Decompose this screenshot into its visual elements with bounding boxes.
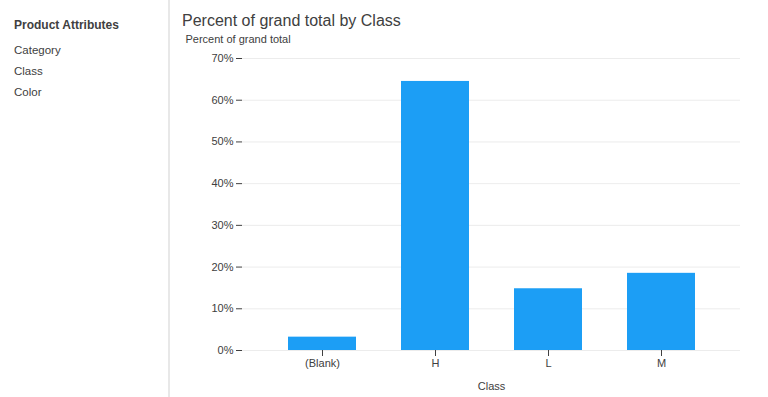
svg-text:40%: 40% <box>211 177 233 189</box>
svg-text:Class: Class <box>478 380 506 392</box>
svg-text:H: H <box>432 357 440 369</box>
svg-text:50%: 50% <box>211 135 233 147</box>
svg-text:M: M <box>657 357 666 369</box>
html-text:Class: Class <box>14 65 43 77</box>
html-text:Product Attributes: Product Attributes <box>14 18 119 32</box>
svg-text:10%: 10% <box>211 302 233 314</box>
html-text:Color: Color <box>14 86 42 98</box>
svg-text:Percent of grand total: Percent of grand total <box>186 33 291 45</box>
svg-text:60%: 60% <box>211 94 233 106</box>
html-text:Percent of grand total by Clas: Percent of grand total by Class <box>182 12 401 29</box>
svg-text:L: L <box>545 357 551 369</box>
html-text:Category: Category <box>14 44 61 56</box>
svg-text:0%: 0% <box>218 344 234 356</box>
svg-text:30%: 30% <box>211 219 233 231</box>
svg-text:20%: 20% <box>211 261 233 273</box>
svg-text:70%: 70% <box>211 52 233 64</box>
svg-text:(Blank): (Blank) <box>305 357 340 369</box>
